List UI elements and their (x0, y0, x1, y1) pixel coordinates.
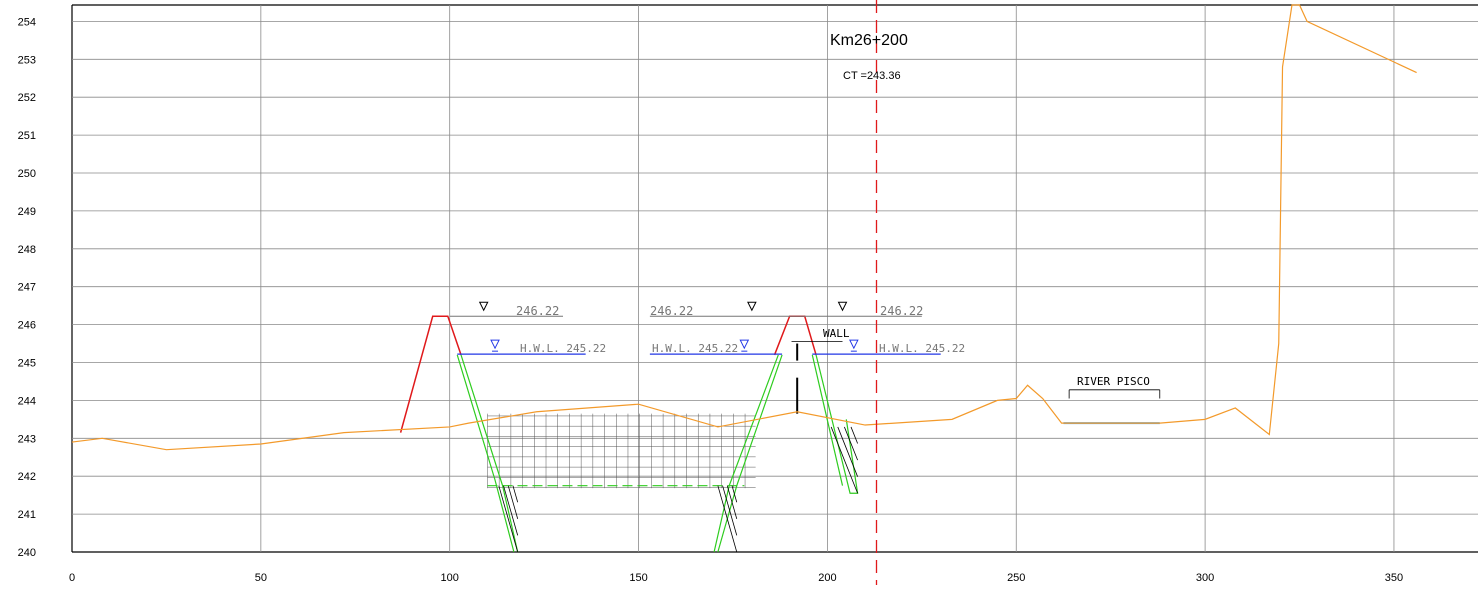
hwl-marker-icon (849, 339, 859, 350)
hwl-label-mid: H.W.L. 245.22 (652, 342, 738, 355)
y-tick-label: 247 (18, 282, 36, 294)
y-tick-label: 249 (18, 206, 36, 218)
y-tick-label: 244 (18, 395, 36, 407)
y-tick-label: 251 (18, 130, 36, 142)
x-tick-label: 100 (441, 572, 459, 584)
hatch-pocket (830, 426, 858, 494)
hatch-pocket (717, 485, 738, 553)
x-tick-label: 200 (818, 572, 836, 584)
top-level-label-mid: 246.22 (650, 304, 693, 318)
excavation-line (713, 354, 779, 553)
y-axis-ticks: 240 241 242 243 244 245 246 247 248 249 250 251 252 2… (18, 16, 36, 559)
wall-label: WALL (823, 327, 850, 340)
y-tick-label: 250 (18, 168, 36, 180)
excavation-line (456, 354, 515, 553)
top-level-label-right: 246.22 (880, 304, 923, 318)
y-tick-label: 252 (18, 92, 36, 104)
hwl-marker-icon (739, 339, 750, 350)
x-tick-label: 0 (69, 572, 75, 584)
y-tick-label: 253 (18, 54, 36, 66)
level-marker-icon (747, 301, 757, 312)
features (399, 301, 1161, 553)
river-label: RIVER PISCO (1077, 375, 1150, 388)
y-tick-label: 254 (18, 16, 36, 28)
dike-right (773, 315, 817, 356)
x-tick-label: 50 (255, 572, 267, 584)
hatch-pocket (498, 485, 519, 553)
y-tick-label: 240 (18, 547, 36, 559)
x-tick-label: 350 (1385, 572, 1403, 584)
x-tick-label: 150 (629, 572, 647, 584)
hwl-label-left: H.W.L. 245.22 (520, 342, 606, 355)
excavation-line (811, 354, 844, 486)
y-tick-label: 245 (18, 358, 36, 370)
ground-profile-line (71, 4, 1417, 451)
x-axis-ticks: 0 50 100 150 200 250 300 350 (69, 572, 1403, 584)
y-tick-label: 248 (18, 244, 36, 256)
dike-left (399, 315, 462, 433)
level-marker-icon (478, 301, 489, 312)
grid (71, 4, 1478, 553)
level-marker-icon (837, 301, 848, 312)
hwl-label-right: H.W.L. 245.22 (879, 342, 965, 355)
x-tick-label: 250 (1007, 572, 1025, 584)
y-tick-label: 246 (18, 320, 36, 332)
y-tick-label: 243 (18, 433, 36, 445)
top-level-label-left: 246.22 (516, 304, 559, 318)
section-title: Km26+200 (830, 32, 908, 49)
excavation-line (717, 354, 783, 553)
y-tick-label: 241 (18, 509, 36, 521)
ct-label: CT =243.36 (843, 70, 901, 82)
y-tick-label: 242 (18, 471, 36, 483)
fill-hatch (487, 413, 756, 489)
excavation-line (815, 354, 859, 494)
x-tick-label: 300 (1196, 572, 1214, 584)
hwl-marker-icon (490, 339, 500, 350)
